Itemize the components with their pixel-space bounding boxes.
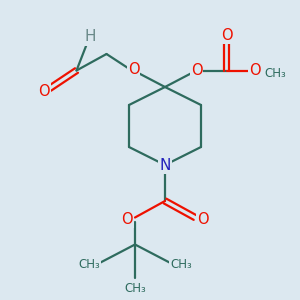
- Text: CH₃: CH₃: [124, 281, 146, 295]
- Text: CH₃: CH₃: [170, 258, 192, 272]
- Text: CH₃: CH₃: [264, 67, 286, 80]
- Text: O: O: [221, 28, 232, 43]
- Text: H: H: [84, 29, 96, 44]
- Text: O: O: [38, 84, 50, 99]
- Text: CH₃: CH₃: [78, 258, 100, 272]
- Text: N: N: [159, 158, 171, 172]
- Text: O: O: [249, 63, 261, 78]
- Text: O: O: [198, 212, 209, 227]
- Text: O: O: [128, 61, 139, 76]
- Text: O: O: [121, 212, 132, 226]
- Text: O: O: [191, 63, 202, 78]
